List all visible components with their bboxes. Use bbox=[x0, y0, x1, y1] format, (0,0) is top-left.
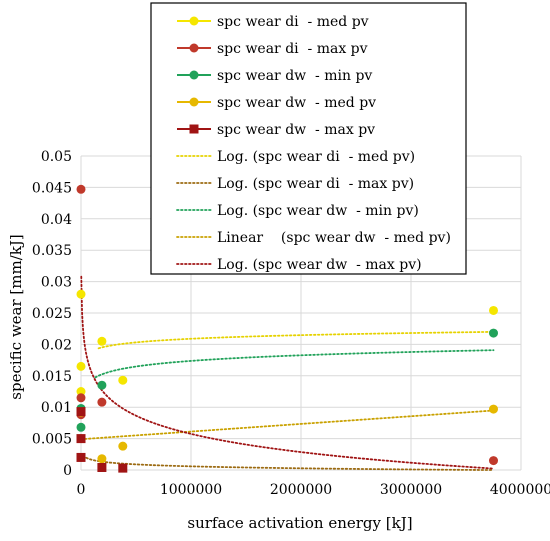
data-point-series-1 bbox=[76, 387, 86, 396]
y-tick-label: 0.045 bbox=[32, 180, 72, 196]
legend-marker bbox=[189, 43, 199, 53]
y-axis-label: specific wear [mm/kJ] bbox=[7, 234, 25, 399]
legend-marker bbox=[189, 97, 199, 107]
data-point-series-1 bbox=[118, 375, 128, 385]
legend-entry-label: spc wear dw - med pv bbox=[217, 95, 376, 111]
x-tick-label: 3000000 bbox=[380, 482, 442, 498]
data-point-series-2 bbox=[97, 397, 107, 407]
legend-entry-label: Log. (spc wear di - max pv) bbox=[217, 176, 414, 192]
data-point-series-5 bbox=[118, 463, 128, 473]
legend-entry-label: spc wear di - med pv bbox=[217, 14, 369, 30]
data-point-series-4 bbox=[97, 454, 107, 464]
trendline-4 bbox=[80, 409, 495, 441]
data-point-series-1 bbox=[76, 289, 86, 299]
legend-entry-label: Log. (spc wear di - med pv) bbox=[217, 149, 415, 165]
trendline-5 bbox=[80, 275, 495, 470]
x-tick-label: 2000000 bbox=[270, 482, 332, 498]
data-point-series-5 bbox=[97, 462, 107, 472]
y-tick-label: 0.025 bbox=[32, 306, 72, 322]
data-point-series-5 bbox=[76, 434, 86, 444]
legend-marker bbox=[189, 124, 199, 134]
x-tick-label: 1000000 bbox=[160, 482, 222, 498]
data-point-series-2 bbox=[76, 393, 86, 403]
trendline-3 bbox=[94, 349, 495, 379]
legend: spc wear di - med pv spc wear di - max pv… bbox=[150, 2, 467, 275]
legend-marker bbox=[189, 70, 199, 80]
axes: 0 0.005 0.01 0.015 0.02 0.025 0.03 0.035 0.04 0.0… bbox=[32, 149, 550, 498]
trendlines bbox=[80, 275, 495, 471]
legend-entry-label: Log. (spc wear dw - max pv) bbox=[217, 257, 422, 273]
data-point-series-3 bbox=[97, 380, 107, 390]
data-point-series-1 bbox=[97, 336, 107, 346]
trendline-1 bbox=[97, 330, 495, 350]
y-tick-label: 0.05 bbox=[41, 149, 72, 165]
legend-entry-label: spc wear dw - min pv bbox=[217, 68, 372, 84]
y-tick-label: 0.015 bbox=[32, 369, 72, 385]
data-point-series-5 bbox=[76, 407, 86, 417]
y-tick-label: 0.02 bbox=[41, 337, 72, 353]
data-point-series-2 bbox=[76, 184, 86, 194]
data-point-series-5 bbox=[76, 452, 86, 462]
data-point-series-1 bbox=[76, 361, 86, 371]
y-tick-label: 0.035 bbox=[32, 243, 72, 259]
y-tick-label: 0 bbox=[63, 463, 72, 479]
data-point-series-4 bbox=[489, 404, 498, 414]
x-axis-label: surface activation energy [kJ] bbox=[187, 514, 412, 532]
legend-entry-label: spc wear di - max pv bbox=[217, 41, 368, 57]
legend-marker bbox=[189, 16, 199, 26]
legend-entry-label: Linear (spc wear dw - med pv) bbox=[217, 230, 451, 246]
data-points bbox=[76, 184, 498, 473]
data-point-series-1 bbox=[489, 305, 498, 315]
y-tick-label: 0.005 bbox=[32, 432, 72, 448]
y-tick-label: 0.04 bbox=[41, 212, 72, 228]
data-point-series-3 bbox=[489, 328, 498, 338]
legend-entry-label: spc wear dw - max pv bbox=[217, 122, 375, 138]
legend-entry-label: Log. (spc wear dw - min pv) bbox=[217, 203, 419, 219]
y-tick-label: 0.03 bbox=[41, 275, 72, 291]
data-point-series-4 bbox=[118, 441, 128, 451]
y-tick-label: 0.01 bbox=[41, 400, 72, 416]
x-tick-label: 0 bbox=[77, 482, 86, 498]
trendline-2 bbox=[82, 454, 495, 471]
x-tick-label: 4000000 bbox=[490, 482, 550, 498]
data-point-series-3 bbox=[76, 422, 86, 432]
data-point-series-2 bbox=[489, 456, 498, 466]
